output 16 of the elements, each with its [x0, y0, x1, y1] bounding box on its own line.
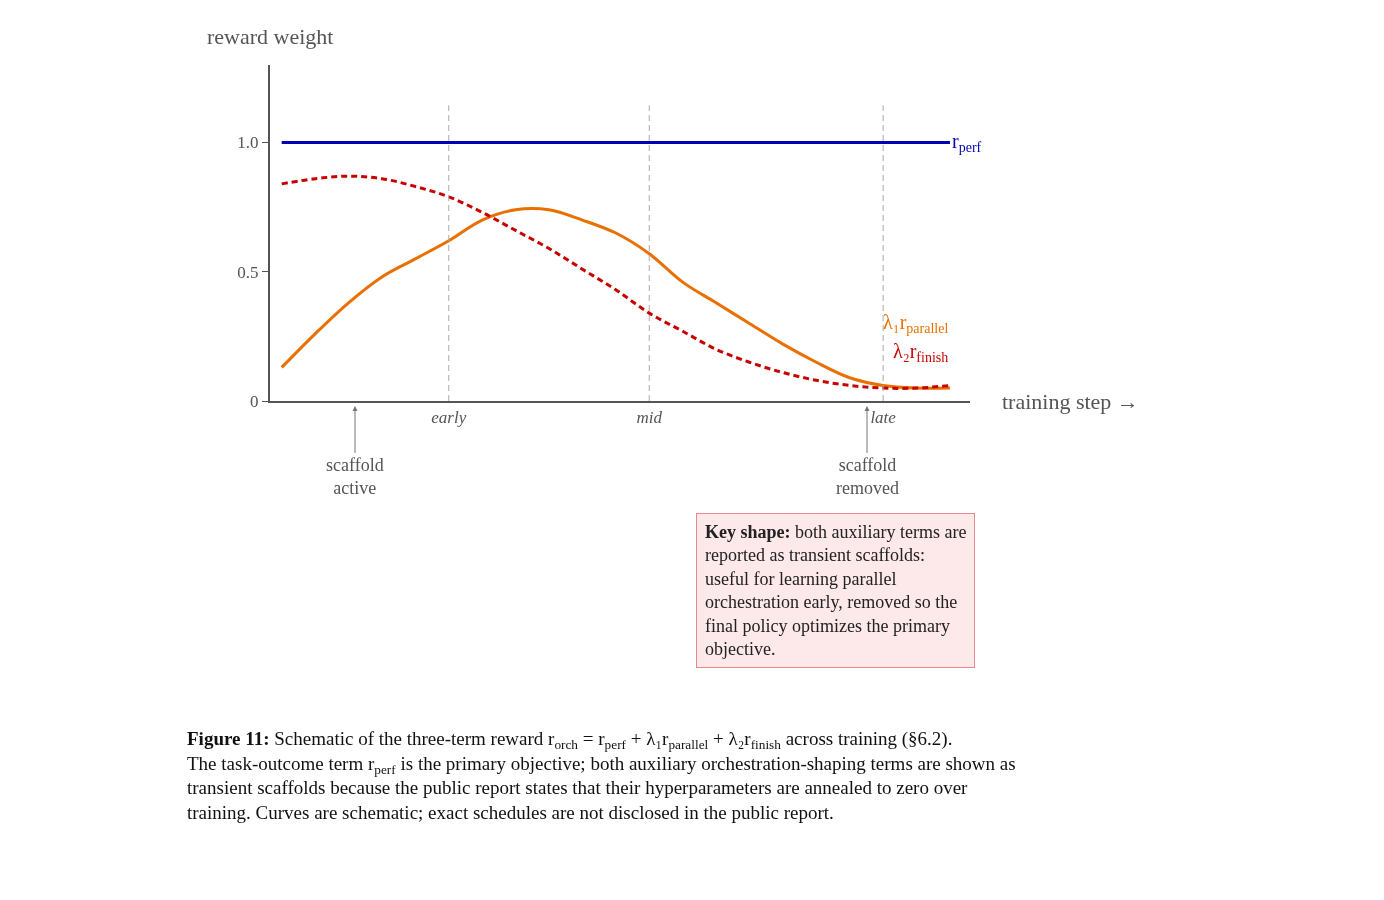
x-tick-label: late — [870, 408, 897, 428]
text: λ₁r$_{parallel}$ — [883, 311, 949, 337]
x-tick-label: mid — [636, 408, 663, 428]
y-axis-title: reward weight — [207, 24, 334, 49]
text: scaffold removed — [836, 455, 899, 499]
y-tick-label: 0 — [250, 391, 259, 411]
line-series — [280, 207, 952, 390]
text: Key shape: both auxiliary terms are reported as transient scaffolds: useful for learning parallel orchestration early, removed so the final policy optimizes the primary objective. — [705, 522, 967, 659]
y-tick-label: 0.5 — [237, 262, 259, 282]
text: Figure 11: Schematic of the three-term reward r$_{orch}$ = r$_{perf}$ + λ₁r$_{parallel}$ + λ₂r$_{finish}$ across training (§6.2). The task-outcome term r$_{perf}$ is the primary objective; both auxiliary orchestration-shaping terms are shown as transient scaffolds because the public report states that their hyperparameters are annealed to zero over training. Curves are schematic; exact schedules are not disclosed in the public report. — [187, 728, 1016, 824]
x-axis-title: training step → — [1002, 389, 1139, 414]
text: scaffold active — [326, 455, 384, 499]
y-tick-label: 1.0 — [237, 133, 259, 153]
series-label: λ₂r$_{finish}$ — [893, 340, 949, 366]
x-tick-label: early — [431, 408, 467, 428]
series-label: r$_{perf}$ — [952, 130, 982, 156]
